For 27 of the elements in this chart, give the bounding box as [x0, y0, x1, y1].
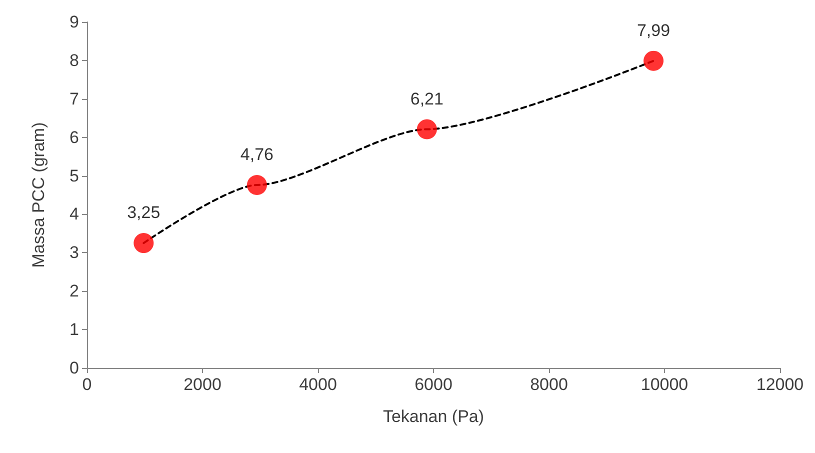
y-tick-label: 3 — [70, 243, 79, 262]
x-tick-label: 2000 — [184, 375, 222, 394]
x-tick-label: 6000 — [414, 375, 452, 394]
point — [246, 175, 267, 195]
y-tick-label: 4 — [70, 204, 79, 224]
data-label: 6,21 — [410, 89, 444, 108]
y-tick-label: 1 — [70, 320, 79, 340]
x-tick-label: 8000 — [530, 375, 568, 394]
y-tick-label: 2 — [70, 282, 79, 301]
point — [644, 50, 664, 71]
data-label: 7,99 — [636, 20, 670, 40]
y-tick-label: 8 — [70, 50, 79, 70]
y-tick-label: 7 — [70, 89, 79, 108]
x-tick-label: 4000 — [299, 375, 337, 394]
point — [416, 119, 437, 140]
y-axis-title: Massa PCC (gram) — [29, 122, 48, 268]
y-tick-label: 6 — [70, 128, 79, 147]
y-tick-label: 9 — [70, 12, 79, 32]
x-axis-title: Tekanan (Pa) — [382, 407, 484, 426]
data-label: 4,76 — [240, 145, 274, 164]
x-tick-label: 0 — [82, 375, 92, 394]
point — [134, 233, 154, 254]
y-tick-label: 0 — [70, 358, 79, 378]
data-label: 3,25 — [127, 203, 160, 222]
y-tick-label: 5 — [70, 166, 79, 186]
x-tick-label: 10000 — [640, 375, 688, 394]
x-tick-label: 12000 — [756, 375, 804, 394]
